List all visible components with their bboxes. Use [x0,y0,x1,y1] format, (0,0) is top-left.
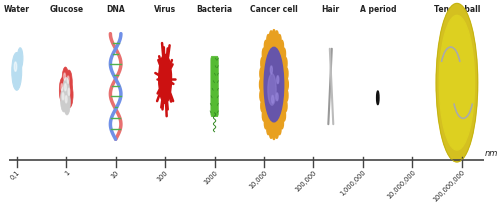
Circle shape [261,58,264,70]
Circle shape [285,79,288,91]
Circle shape [280,117,283,129]
Text: Bacteria: Bacteria [196,5,232,14]
Circle shape [264,48,283,122]
Text: Glucose: Glucose [49,5,84,14]
Circle shape [268,74,276,106]
Circle shape [260,68,263,80]
Circle shape [261,101,264,112]
Text: Cancer cell: Cancer cell [250,5,298,14]
Text: 100: 100 [156,168,170,181]
Circle shape [267,35,270,47]
Circle shape [278,35,281,47]
Circle shape [272,96,274,104]
Circle shape [270,127,272,139]
Text: 100,000: 100,000 [294,168,318,192]
Circle shape [18,49,23,69]
Text: 1,000,000: 1,000,000 [339,168,367,196]
Text: A period: A period [360,5,396,14]
Ellipse shape [376,91,379,105]
Text: nm: nm [485,149,498,157]
Text: Virus: Virus [154,5,176,14]
Circle shape [64,84,66,91]
Circle shape [62,93,64,100]
Circle shape [66,71,72,96]
Circle shape [272,30,276,42]
Circle shape [280,41,283,53]
Text: 10,000,000: 10,000,000 [386,168,416,199]
Circle shape [264,41,268,53]
FancyBboxPatch shape [211,57,218,117]
Circle shape [60,87,67,112]
Circle shape [270,67,272,74]
Circle shape [260,90,263,102]
Text: Hair: Hair [322,5,340,14]
Circle shape [262,42,285,128]
Circle shape [284,101,287,112]
Text: DNA: DNA [106,5,125,14]
Text: 100,000,000: 100,000,000 [432,168,466,202]
Circle shape [61,84,63,91]
Circle shape [277,76,279,84]
Circle shape [285,90,288,102]
Circle shape [64,90,70,115]
Circle shape [262,110,266,122]
Circle shape [60,78,66,103]
Circle shape [285,68,288,80]
Circle shape [275,127,278,139]
Circle shape [270,32,272,43]
Circle shape [436,5,478,162]
Text: 1000: 1000 [202,168,219,184]
Text: Water: Water [4,5,30,14]
Circle shape [62,68,68,93]
Circle shape [64,74,66,81]
Text: 0,1: 0,1 [10,168,21,180]
Circle shape [12,53,22,91]
Text: Tennis ball: Tennis ball [434,5,480,14]
Text: 10: 10 [110,168,120,178]
Circle shape [260,79,262,91]
Circle shape [282,110,286,122]
Circle shape [66,83,73,108]
Circle shape [14,63,16,72]
Circle shape [65,96,67,103]
Circle shape [275,32,278,43]
Circle shape [262,49,266,61]
Circle shape [63,78,70,103]
Text: 1: 1 [64,168,70,176]
Circle shape [67,77,69,84]
Circle shape [440,16,474,150]
Circle shape [278,123,281,135]
Text: 10,000: 10,000 [248,168,268,189]
Circle shape [158,55,172,104]
Circle shape [267,123,270,135]
Circle shape [272,128,276,140]
Circle shape [276,94,278,101]
Circle shape [284,58,287,70]
Circle shape [264,117,268,129]
Circle shape [68,89,70,96]
Circle shape [282,49,286,61]
